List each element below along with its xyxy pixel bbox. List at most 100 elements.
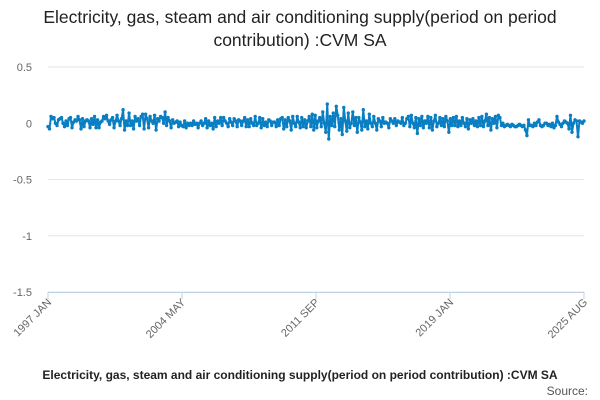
data-point[interactable] — [414, 115, 418, 120]
data-point[interactable] — [176, 124, 181, 129]
data-point[interactable] — [559, 124, 564, 129]
data-point[interactable] — [451, 115, 456, 120]
data-point[interactable] — [523, 128, 528, 132]
data-point[interactable] — [212, 115, 217, 120]
data-point[interactable] — [214, 124, 218, 129]
data-point[interactable] — [282, 127, 286, 131]
data-point[interactable] — [145, 117, 149, 121]
data-point[interactable] — [435, 124, 439, 129]
data-point[interactable] — [235, 124, 239, 129]
data-point[interactable] — [406, 114, 411, 119]
data-point[interactable] — [460, 115, 465, 120]
data-point[interactable] — [103, 117, 107, 121]
data-point[interactable] — [256, 121, 260, 125]
data-point[interactable] — [268, 119, 272, 123]
data-point[interactable] — [568, 113, 573, 118]
data-point[interactable] — [372, 114, 376, 119]
data-point[interactable] — [118, 123, 122, 128]
data-point[interactable] — [526, 118, 531, 122]
data-point[interactable] — [334, 104, 338, 109]
data-point[interactable] — [481, 124, 486, 129]
data-point[interactable] — [261, 117, 265, 121]
data-point[interactable] — [486, 123, 490, 128]
data-point[interactable] — [184, 126, 188, 130]
data-point[interactable] — [226, 124, 230, 129]
data-point[interactable] — [495, 126, 499, 130]
data-point[interactable] — [160, 115, 164, 120]
data-point[interactable] — [403, 121, 408, 125]
data-point[interactable] — [346, 111, 350, 115]
data-point[interactable] — [412, 126, 417, 130]
data-point[interactable] — [310, 112, 314, 116]
data-point[interactable] — [65, 123, 70, 128]
data-point[interactable] — [349, 121, 353, 125]
data-point[interactable] — [408, 124, 412, 129]
data-point[interactable] — [229, 120, 233, 124]
data-point[interactable] — [477, 115, 481, 120]
data-point[interactable] — [61, 121, 65, 125]
data-point[interactable] — [206, 119, 211, 123]
data-point[interactable] — [385, 121, 390, 125]
data-point[interactable] — [447, 130, 451, 134]
data-point[interactable] — [387, 126, 391, 130]
data-point[interactable] — [315, 126, 319, 130]
data-point[interactable] — [294, 124, 298, 129]
data-point[interactable] — [122, 128, 127, 132]
data-point[interactable] — [319, 124, 323, 129]
data-point[interactable] — [400, 115, 405, 120]
data-point[interactable] — [245, 118, 250, 122]
data-point[interactable] — [478, 123, 483, 128]
data-point[interactable] — [454, 114, 459, 119]
data-point[interactable] — [357, 115, 361, 120]
data-point[interactable] — [426, 114, 430, 119]
data-point[interactable] — [348, 126, 352, 130]
data-point[interactable] — [110, 115, 115, 120]
data-point[interactable] — [286, 115, 290, 120]
data-point[interactable] — [77, 118, 82, 122]
data-point[interactable] — [265, 124, 269, 129]
data-point[interactable] — [489, 128, 493, 132]
data-point[interactable] — [358, 120, 362, 124]
data-point[interactable] — [483, 119, 487, 123]
data-point[interactable] — [352, 123, 356, 128]
data-point[interactable] — [343, 119, 347, 123]
data-point[interactable] — [574, 119, 579, 123]
data-point[interactable] — [480, 114, 484, 119]
data-point[interactable] — [104, 113, 109, 118]
data-point[interactable] — [295, 114, 299, 119]
data-point[interactable] — [154, 128, 158, 132]
data-point[interactable] — [100, 119, 104, 123]
data-point[interactable] — [273, 120, 277, 124]
data-point[interactable] — [472, 123, 477, 128]
data-point[interactable] — [379, 124, 384, 129]
data-point[interactable] — [394, 123, 399, 128]
data-point[interactable] — [203, 117, 208, 121]
data-point[interactable] — [262, 123, 266, 128]
data-point[interactable] — [436, 121, 441, 125]
data-point[interactable] — [264, 120, 268, 124]
data-point[interactable] — [270, 123, 274, 128]
data-point[interactable] — [70, 126, 74, 130]
data-point[interactable] — [167, 119, 172, 123]
data-point[interactable] — [221, 115, 226, 120]
data-point[interactable] — [339, 117, 343, 121]
data-point[interactable] — [74, 119, 79, 123]
data-point[interactable] — [336, 113, 340, 118]
data-point[interactable] — [471, 117, 475, 121]
data-point[interactable] — [238, 119, 242, 123]
data-point[interactable] — [364, 119, 368, 123]
data-point[interactable] — [297, 120, 301, 124]
data-point[interactable] — [550, 121, 555, 125]
data-point[interactable] — [106, 119, 110, 123]
data-point[interactable] — [351, 110, 355, 114]
data-point[interactable] — [76, 114, 80, 119]
data-point[interactable] — [91, 122, 95, 127]
data-point[interactable] — [487, 115, 492, 120]
data-point[interactable] — [417, 117, 421, 121]
data-point[interactable] — [444, 114, 448, 119]
data-point[interactable] — [112, 126, 116, 130]
data-point[interactable] — [217, 121, 221, 125]
data-point[interactable] — [95, 118, 100, 122]
data-point[interactable] — [459, 123, 463, 128]
data-point[interactable] — [218, 115, 223, 120]
